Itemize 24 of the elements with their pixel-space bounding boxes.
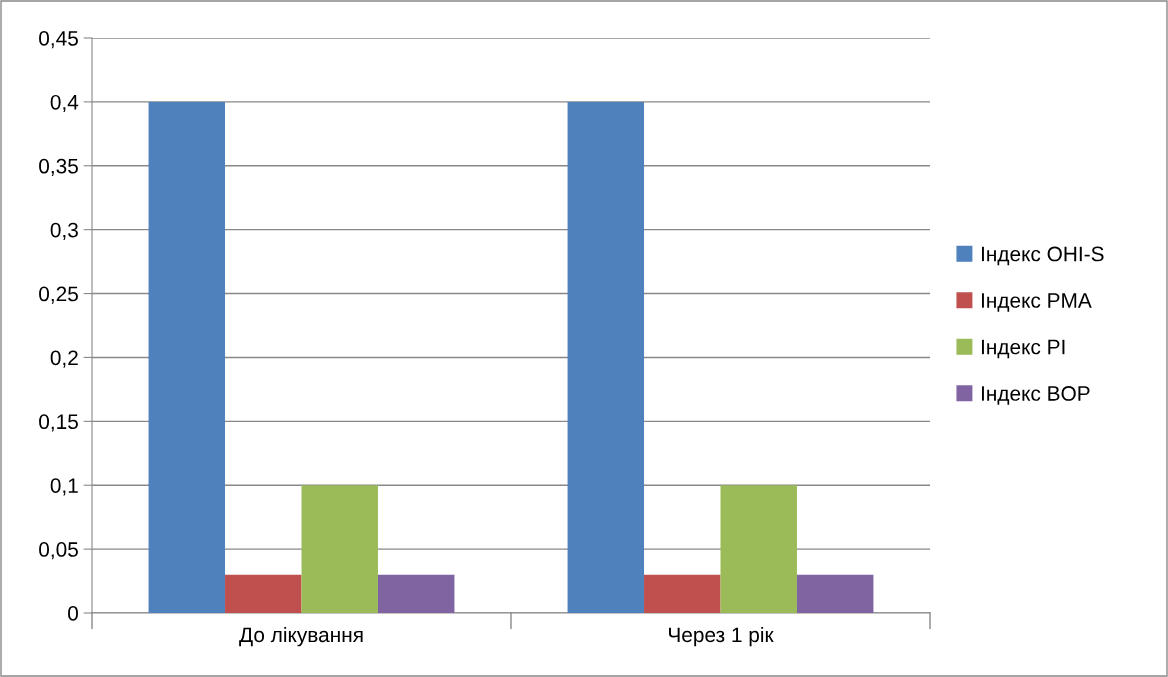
bar [567, 101, 645, 613]
bar [377, 574, 455, 613]
bar [225, 574, 302, 613]
x-tick-label: Через 1 рік [669, 626, 774, 647]
y-tick-label: 0,3 [50, 222, 78, 240]
y-tick-label: 0,35 [39, 158, 78, 176]
bar [644, 574, 721, 613]
legend-label: Індекс BOP [981, 386, 1090, 405]
y-tick-label: 0,05 [39, 542, 78, 560]
y-tick-label: 0,2 [50, 350, 78, 368]
y-tick-label: 0,45 [39, 31, 78, 49]
y-tick-label: 0,1 [50, 478, 78, 496]
legend-label: Індекс PMA [981, 293, 1092, 312]
y-tick-label: 0,4 [50, 94, 79, 113]
bar [301, 485, 378, 613]
bar [796, 574, 874, 613]
y-tick-label: 0,15 [39, 414, 78, 432]
y-tick-label: 0,25 [39, 286, 78, 304]
bar [148, 101, 226, 613]
bar [720, 485, 797, 613]
legend-label: Індекс PI [981, 339, 1065, 359]
legend-label: Індекс OHI-S [981, 246, 1104, 266]
x-tick-label: До лікування [239, 626, 363, 647]
y-tick-label: 0 [68, 606, 78, 621]
